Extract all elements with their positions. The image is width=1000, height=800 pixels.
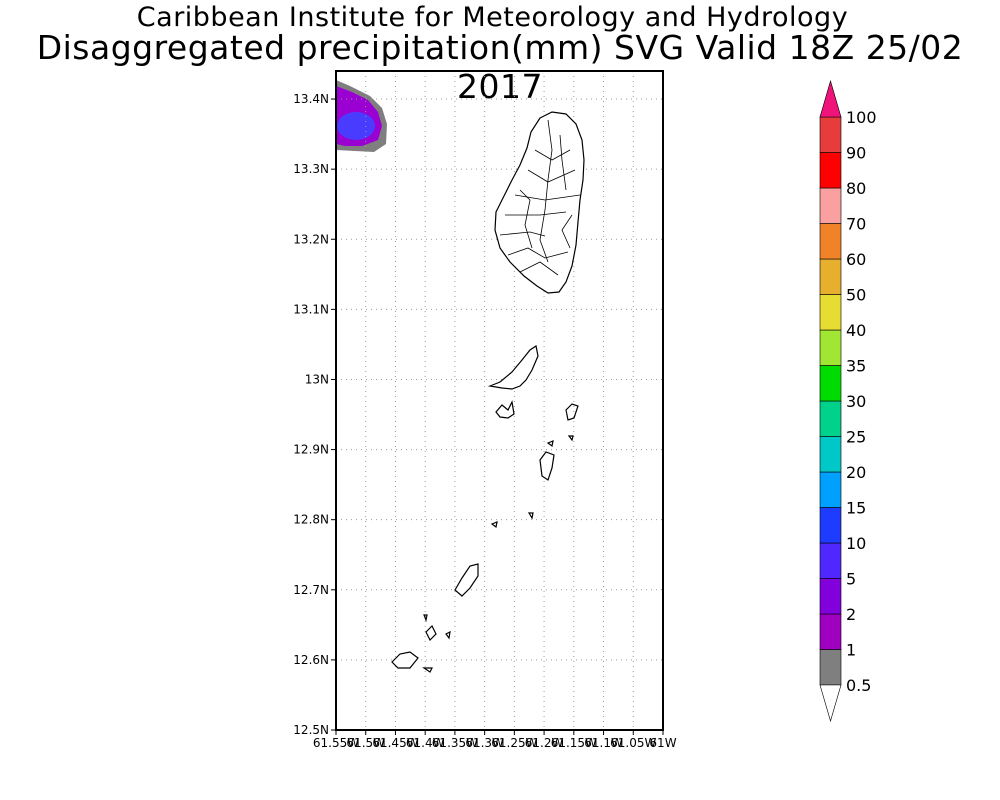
colorbar-swatch [819, 365, 842, 402]
colorbar-min-triangle [819, 684, 842, 723]
colorbar-swatch [819, 542, 842, 579]
islet-3 [546, 440, 554, 448]
colorbar-max-triangle [819, 79, 842, 118]
colorbar-swatch [819, 613, 842, 650]
lon-tick-label: 61.55W [313, 736, 359, 750]
colorbar-level-label: 70 [846, 215, 866, 234]
island-st-vincent [494, 111, 585, 294]
islet-5 [490, 521, 498, 529]
colorbar-swatch [819, 187, 842, 224]
colorbar-swatch [819, 436, 842, 473]
lon-tick-label: 61W [649, 736, 676, 750]
lon-tick-label: 61.15W [551, 736, 597, 750]
colorbar-swatch [819, 578, 842, 615]
lat-tick-label: 12.6N [293, 653, 329, 667]
colorbar-level-label: 1 [846, 641, 856, 660]
lon-tick-label: 61.2W [525, 736, 564, 750]
lat-tick-label: 13.2N [293, 232, 329, 246]
islet-4 [567, 435, 574, 442]
lon-axis: 61.55W61.5W61.45W61.4W61.35W61.3W61.25W6… [313, 730, 677, 750]
precip-area-blue-nw [337, 112, 375, 140]
colorbar-swatch [819, 258, 842, 295]
island-mayreau [425, 624, 437, 642]
colorbar-swatch [819, 507, 842, 544]
colorbar-level-label: 30 [846, 392, 866, 411]
colorbar-swatch [819, 116, 842, 153]
lon-tick-label: 61.3W [465, 736, 504, 750]
colorbar-level-label: 40 [846, 321, 866, 340]
map-grid [336, 71, 663, 730]
island-canouan [454, 563, 479, 597]
colorbar-swatch [819, 649, 842, 686]
lat-tick-label: 12.9N [293, 443, 329, 457]
islet-1 [495, 400, 515, 419]
colorbar-level-label: 20 [846, 463, 866, 482]
colorbar-level-label: 15 [846, 499, 866, 518]
lon-tick-label: 61.05W [610, 736, 656, 750]
colorbar-swatch [819, 471, 842, 508]
colorbar-level-label: 100 [846, 108, 877, 127]
colorbar-level-label: 0.5 [846, 676, 871, 695]
island-bequia [487, 345, 539, 390]
colorbar-level-label: 25 [846, 428, 866, 447]
islet-2 [565, 403, 579, 421]
colorbar-swatch [819, 223, 842, 260]
colorbar-swatch [819, 400, 842, 437]
lon-tick-label: 61.35W [432, 736, 478, 750]
chart-subtitle: Disaggregated precipitation(mm) SVG Vali… [36, 28, 964, 106]
colorbar-level-label: 80 [846, 179, 866, 198]
lon-tick-label: 61.5W [346, 736, 385, 750]
colorbar-swatch [819, 329, 842, 366]
lat-axis: 13.4N 13.3N 13.2N 13.1N 13N 12.9N 12.8N 12.7N 12… [293, 92, 336, 737]
islet-8 [445, 630, 451, 640]
colorbar-level-label: 2 [846, 605, 856, 624]
island-union [391, 651, 419, 669]
lon-tick-label: 61.1W [584, 736, 623, 750]
islands [391, 111, 585, 673]
island-mustique [539, 451, 555, 481]
colorbar-level-label: 90 [846, 144, 866, 163]
lon-tick-label: 61.4W [406, 736, 445, 750]
map-frame [335, 70, 664, 731]
colorbar-level-label: 5 [846, 570, 856, 589]
colorbar-level-label: 50 [846, 286, 866, 305]
lat-tick-label: 13.1N [293, 302, 329, 316]
colorbar-level-label: 60 [846, 250, 866, 269]
islet-7 [423, 614, 428, 623]
lat-tick-label: 13.3N [293, 162, 329, 176]
st-vincent-drainage [499, 119, 581, 276]
lat-tick-label: 13.4N [293, 92, 329, 106]
colorbar-level-label: 35 [846, 357, 866, 376]
colorbar-level-label: 10 [846, 534, 866, 553]
colorbar-swatch [819, 294, 842, 331]
chart-title: Caribbean Institute for Meteorology and … [136, 2, 849, 33]
lat-tick-label: 12.7N [293, 583, 329, 597]
lat-tick-label: 12.8N [293, 513, 329, 527]
islet-6 [527, 512, 534, 520]
lon-tick-label: 61.45W [372, 736, 418, 750]
lat-tick-label: 12.5N [293, 723, 329, 737]
islet-9 [422, 667, 433, 673]
colorbar-swatch [819, 152, 842, 189]
lon-tick-label: 61.25W [491, 736, 537, 750]
lat-tick-label: 13N [305, 372, 329, 386]
